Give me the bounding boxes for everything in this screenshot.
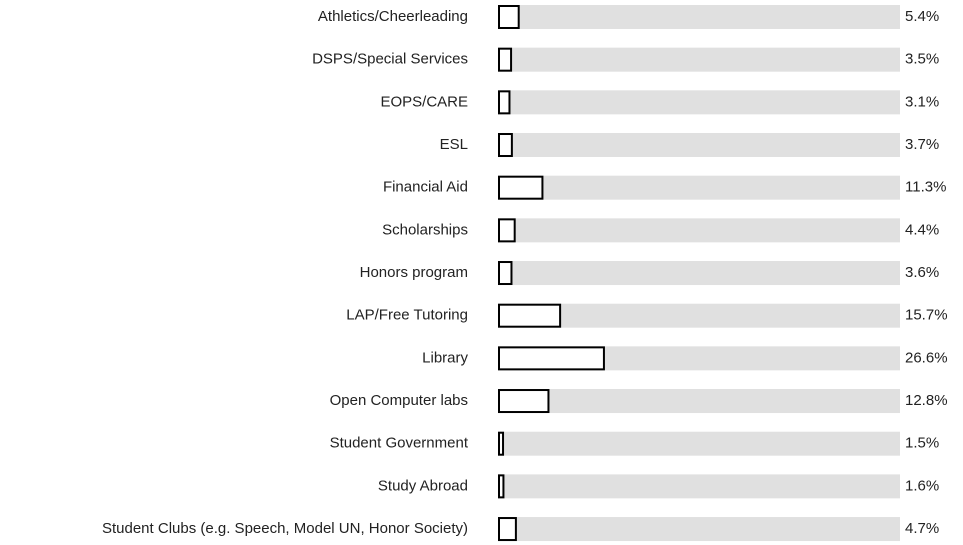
bar-track — [498, 517, 900, 542]
value-label: 3.5% — [905, 51, 939, 68]
value-label: 11.3% — [905, 179, 946, 196]
category-label: ESL — [440, 136, 468, 153]
bar — [498, 218, 516, 243]
bar-track — [498, 474, 900, 499]
bar — [498, 431, 505, 456]
value-label: 12.8% — [905, 392, 948, 409]
category-label: Student Clubs (e.g. Speech, Model UN, Ho… — [102, 520, 468, 537]
bar-track — [498, 218, 900, 243]
value-label: 15.7% — [905, 307, 948, 324]
bar — [498, 5, 520, 29]
value-label: 1.6% — [905, 477, 939, 494]
bar-track — [498, 431, 900, 456]
value-label: 3.1% — [905, 93, 939, 110]
category-label: DSPS/Special Services — [312, 51, 468, 68]
bar — [498, 389, 550, 414]
bar — [498, 47, 513, 72]
category-label: EOPS/CARE — [380, 93, 468, 110]
value-label: 3.7% — [905, 136, 939, 153]
bar — [498, 175, 544, 200]
bar — [498, 303, 562, 328]
category-label: Scholarships — [382, 221, 468, 238]
bar-track — [498, 389, 900, 414]
bar-track — [498, 303, 900, 328]
bar-track — [498, 133, 900, 158]
bar-track — [498, 90, 900, 115]
value-label: 3.6% — [905, 264, 939, 281]
bar-track — [498, 5, 900, 29]
value-label: 4.7% — [905, 520, 939, 537]
bar-track — [498, 261, 900, 286]
bar — [498, 90, 511, 115]
category-label: Athletics/Cheerleading — [318, 8, 468, 25]
bar — [498, 261, 513, 286]
bar — [498, 346, 605, 371]
bar-track — [498, 175, 900, 200]
category-label: LAP/Free Tutoring — [346, 307, 468, 324]
category-label: Financial Aid — [383, 179, 468, 196]
value-label: 26.6% — [905, 349, 948, 366]
bar-track — [498, 47, 900, 72]
bar — [498, 474, 505, 499]
category-label: Library — [422, 349, 468, 366]
category-label: Study Abroad — [378, 477, 468, 494]
category-label: Honors program — [360, 264, 468, 281]
bar — [498, 517, 517, 542]
bar — [498, 133, 513, 158]
value-label: 1.5% — [905, 435, 939, 452]
category-label: Student Government — [330, 435, 469, 452]
value-label: 4.4% — [905, 221, 939, 238]
value-label: 5.4% — [905, 8, 939, 25]
category-label: Open Computer labs — [330, 392, 468, 409]
